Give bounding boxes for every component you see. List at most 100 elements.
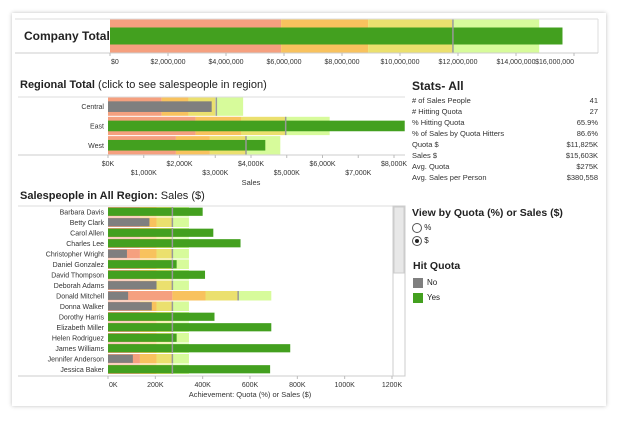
range-band-3 — [156, 217, 173, 227]
range-band-3 — [205, 291, 239, 301]
value-bar[interactable] — [108, 365, 271, 374]
bullet-row[interactable] — [110, 19, 563, 53]
category-label[interactable]: James Williams — [55, 346, 104, 353]
range-band-2 — [139, 354, 157, 364]
x-tick-label: $8,000K — [381, 161, 407, 168]
radio-selected-icon[interactable] — [412, 235, 422, 246]
bullet-row[interactable] — [108, 136, 281, 155]
value-bar[interactable] — [108, 281, 157, 290]
category-label[interactable]: Carol Allen — [70, 230, 104, 237]
x-tick-label: $6,000K — [309, 161, 335, 168]
view-option[interactable]: % — [412, 222, 602, 233]
category-label[interactable]: West — [88, 143, 104, 150]
category-label[interactable]: Donald Mitchell — [56, 293, 104, 300]
view-option[interactable]: $ — [412, 235, 602, 246]
value-bar[interactable] — [108, 302, 152, 311]
bullet-row[interactable] — [108, 97, 244, 116]
category-label[interactable]: Jennifer Anderson — [48, 356, 105, 363]
x-tick-label: $6,000,000 — [266, 59, 301, 66]
category-label[interactable]: Barbara Davis — [60, 209, 105, 216]
salespeople-title-bold: Salespeople in All Region: — [20, 190, 158, 202]
value-bar[interactable] — [108, 333, 177, 342]
category-label[interactable]: David Thompson — [51, 272, 104, 279]
x-tick-label: $4,000K — [238, 161, 264, 168]
category-label[interactable]: Donna Walker — [60, 304, 105, 311]
legend-swatch-icon — [413, 292, 423, 303]
x-tick-label: 1000K — [335, 382, 356, 389]
x-tick-label: $10,000,000 — [381, 59, 420, 66]
radio-unselected-icon[interactable] — [412, 222, 422, 233]
company-total-chart[interactable]: $0 $2,000,000 $4,000,000 $6,000,000 $8,000,0… — [0, 0, 619, 80]
stat-label: Avg. Quota — [412, 162, 450, 171]
value-bar[interactable] — [110, 27, 563, 45]
category-label[interactable]: Deborah Adams — [54, 283, 105, 290]
value-bar[interactable] — [108, 218, 150, 227]
x-tick-label: $4,000,000 — [208, 59, 243, 66]
legend-item[interactable]: No — [413, 277, 603, 288]
legend-item[interactable]: Yes — [413, 292, 603, 303]
value-bar[interactable] — [108, 139, 266, 151]
category-label[interactable]: Charles Lee — [66, 241, 104, 248]
regional-title-bold: Regional Total — [20, 79, 95, 91]
category-label[interactable]: Betty Clark — [70, 220, 105, 227]
category-label[interactable]: Elizabeth Miller — [57, 325, 105, 332]
stat-value: 65.9% — [576, 118, 598, 127]
value-bar[interactable] — [108, 323, 272, 332]
value-bar[interactable] — [108, 312, 215, 321]
category-label[interactable]: Daniel Gonzalez — [53, 262, 105, 269]
value-bar[interactable] — [108, 228, 214, 237]
stat-value: $380,558 — [566, 173, 598, 182]
value-bar[interactable] — [108, 120, 405, 132]
category-label[interactable]: Helen Rodriguez — [52, 335, 105, 342]
regional-total-chart[interactable]: Central East West $0K $1,000K $2,000K $3,000K $… — [0, 92, 410, 188]
bullet-row[interactable] — [108, 291, 272, 301]
stat-row: Avg. Sales per Person $380,558 — [412, 173, 598, 182]
value-bar[interactable] — [108, 260, 177, 269]
bullet-row[interactable] — [108, 312, 215, 322]
bullet-row[interactable] — [108, 270, 206, 280]
x-axis-title: Sales — [242, 178, 261, 187]
stat-row: # of Sales People 41 — [412, 96, 598, 105]
bullet-row[interactable] — [108, 259, 189, 270]
range-band-3 — [156, 354, 173, 364]
stat-row: Quota $ $11,825K — [412, 140, 598, 149]
value-bar[interactable] — [108, 354, 133, 363]
category-label[interactable]: Dorothy Harris — [59, 314, 105, 321]
value-bar[interactable] — [108, 249, 127, 258]
range-band-4 — [238, 291, 272, 301]
value-bar[interactable] — [108, 291, 129, 300]
scrollbar-thumb[interactable] — [393, 206, 405, 274]
value-bar[interactable] — [108, 239, 241, 248]
bullet-row[interactable] — [108, 116, 405, 136]
range-band-3 — [156, 280, 173, 290]
bullet-row[interactable] — [108, 333, 189, 343]
stat-label: % Hitting Quota — [412, 118, 465, 127]
x-tick-label: $8,000,000 — [324, 59, 359, 66]
bullet-row[interactable] — [108, 249, 189, 259]
bullet-row[interactable] — [108, 207, 203, 217]
value-bar[interactable] — [108, 101, 212, 112]
salespeople-chart[interactable]: Barbara Davis Betty Clark Carol Allen Charl… — [0, 203, 410, 403]
bullet-row[interactable] — [108, 301, 189, 312]
bullet-row[interactable] — [108, 280, 189, 291]
bullet-row[interactable] — [108, 217, 189, 228]
category-label[interactable]: East — [90, 123, 104, 130]
range-band-4 — [172, 354, 189, 364]
bullet-row[interactable] — [108, 354, 189, 364]
category-label[interactable]: Central — [81, 104, 104, 111]
bullet-row[interactable] — [108, 364, 271, 375]
bullet-row[interactable] — [108, 238, 241, 249]
bullet-row[interactable] — [108, 322, 272, 333]
value-bar[interactable] — [108, 270, 206, 279]
value-bar[interactable] — [108, 207, 203, 216]
bullet-row[interactable] — [108, 343, 291, 354]
range-band-4 — [172, 217, 189, 227]
x-tick-label: 200K — [147, 382, 164, 389]
bullet-row[interactable] — [108, 228, 214, 238]
category-label[interactable]: Christopher Wright — [46, 251, 104, 258]
category-label[interactable]: Jessica Baker — [60, 367, 104, 374]
view-toggle-options: % $ — [412, 222, 602, 246]
x-tick-label: $16,000,000 — [535, 59, 574, 66]
stat-label: Quota $ — [412, 140, 439, 149]
value-bar[interactable] — [108, 344, 291, 353]
